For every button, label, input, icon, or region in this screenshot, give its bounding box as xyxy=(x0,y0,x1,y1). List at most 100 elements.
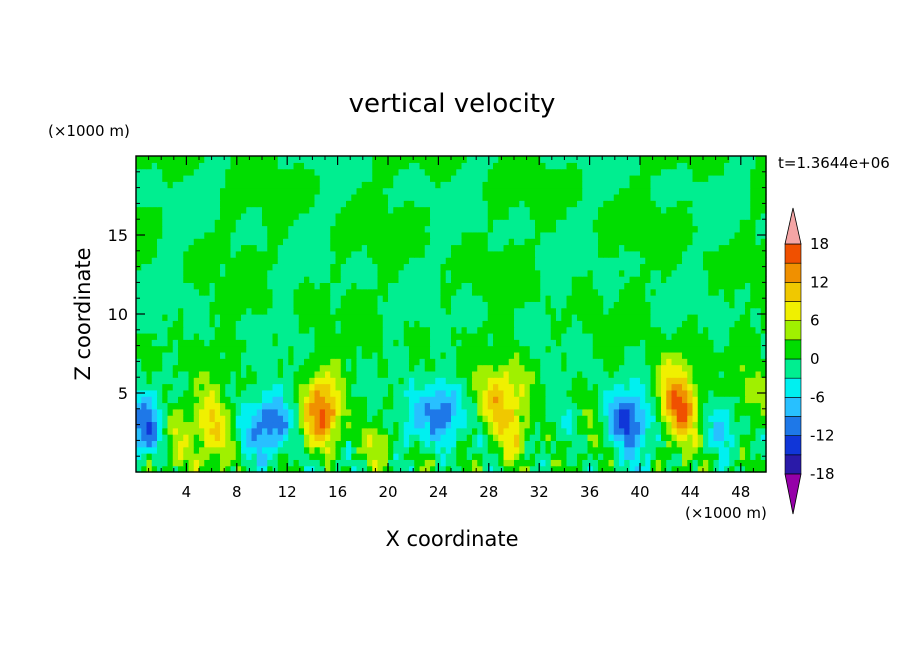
field-cell xyxy=(524,408,531,416)
field-cell xyxy=(356,314,363,321)
field-cell xyxy=(461,257,468,265)
field-cell xyxy=(330,225,337,233)
field-cell xyxy=(435,434,442,441)
field-cell xyxy=(393,415,400,423)
field-cell xyxy=(729,396,736,404)
field-cell xyxy=(146,370,153,378)
field-cell xyxy=(703,320,709,328)
field-cell xyxy=(466,320,473,328)
field-cell xyxy=(256,320,263,328)
field-cell xyxy=(524,370,531,378)
field-cell xyxy=(167,465,174,473)
field-cell xyxy=(750,219,757,227)
field-cell xyxy=(724,408,730,416)
field-cell xyxy=(608,282,615,290)
field-cell xyxy=(361,219,368,227)
field-cell xyxy=(445,225,452,233)
field-cell xyxy=(676,307,683,315)
field-cell xyxy=(566,383,573,391)
field-cell xyxy=(388,295,394,302)
field-cell xyxy=(298,219,305,227)
field-cell xyxy=(692,339,699,347)
field-cell xyxy=(393,231,400,239)
field-cell xyxy=(178,332,184,340)
field-cell xyxy=(566,276,573,283)
field-cell xyxy=(498,314,505,321)
field-cell xyxy=(666,377,673,385)
field-cell xyxy=(550,282,557,290)
field-cell xyxy=(424,339,431,347)
field-cell xyxy=(235,244,242,252)
field-cell xyxy=(477,314,484,321)
field-cell xyxy=(398,351,405,359)
field-cell xyxy=(655,408,662,416)
field-cell xyxy=(146,212,153,220)
field-cell xyxy=(456,358,463,366)
field-cell xyxy=(545,427,552,435)
field-cell xyxy=(388,244,394,252)
field-cell xyxy=(508,453,515,460)
field-cell xyxy=(204,415,211,423)
field-cell xyxy=(498,389,505,397)
field-cell xyxy=(487,212,494,220)
field-cell xyxy=(739,389,746,397)
field-cell xyxy=(398,257,405,265)
field-cell xyxy=(655,383,662,391)
field-cell xyxy=(503,370,510,378)
field-cell xyxy=(487,326,494,334)
field-cell xyxy=(508,459,515,467)
field-cell xyxy=(592,339,599,347)
field-cell xyxy=(703,345,709,353)
field-cell xyxy=(587,276,594,283)
field-cell xyxy=(435,396,442,404)
field-cell xyxy=(582,295,589,302)
field-cell xyxy=(587,364,594,372)
field-cell xyxy=(262,402,268,410)
field-cell xyxy=(634,370,641,378)
field-cell xyxy=(592,288,599,296)
field-cell xyxy=(146,351,153,359)
field-cell xyxy=(503,225,510,233)
field-cell xyxy=(204,257,211,265)
field-cell xyxy=(388,250,394,258)
field-cell xyxy=(377,383,384,391)
field-cell xyxy=(535,364,541,372)
field-cell xyxy=(592,459,599,467)
field-cell xyxy=(650,370,657,378)
field-cell xyxy=(503,389,510,397)
field-cell xyxy=(724,219,730,227)
field-cell xyxy=(661,383,667,391)
field-cell xyxy=(351,434,358,441)
field-cell xyxy=(472,269,478,277)
field-cell xyxy=(377,206,384,214)
field-cell xyxy=(493,244,499,252)
field-cell xyxy=(508,358,515,366)
field-cell xyxy=(582,453,589,460)
field-cell xyxy=(508,231,515,239)
field-cell xyxy=(529,288,536,296)
field-cell xyxy=(472,345,478,353)
field-cell xyxy=(214,351,221,359)
field-cell xyxy=(319,396,326,404)
field-cell xyxy=(251,301,258,309)
field-cell xyxy=(661,370,667,378)
field-cell xyxy=(372,332,379,340)
field-cell xyxy=(204,263,211,271)
field-cell xyxy=(209,465,216,473)
field-cell xyxy=(361,396,368,404)
field-cell xyxy=(319,453,326,460)
field-cell xyxy=(750,434,757,441)
field-cell xyxy=(319,238,326,246)
field-cell xyxy=(529,301,536,309)
field-cell xyxy=(351,415,358,423)
field-cell xyxy=(634,440,641,448)
field-cell xyxy=(666,295,673,302)
field-cell xyxy=(466,364,473,372)
field-cell xyxy=(361,408,368,416)
field-cell xyxy=(246,326,253,334)
field-cell xyxy=(661,396,667,404)
field-cell xyxy=(645,250,652,258)
field-cell xyxy=(319,307,326,315)
field-cell xyxy=(403,206,410,214)
field-cell xyxy=(319,415,326,423)
